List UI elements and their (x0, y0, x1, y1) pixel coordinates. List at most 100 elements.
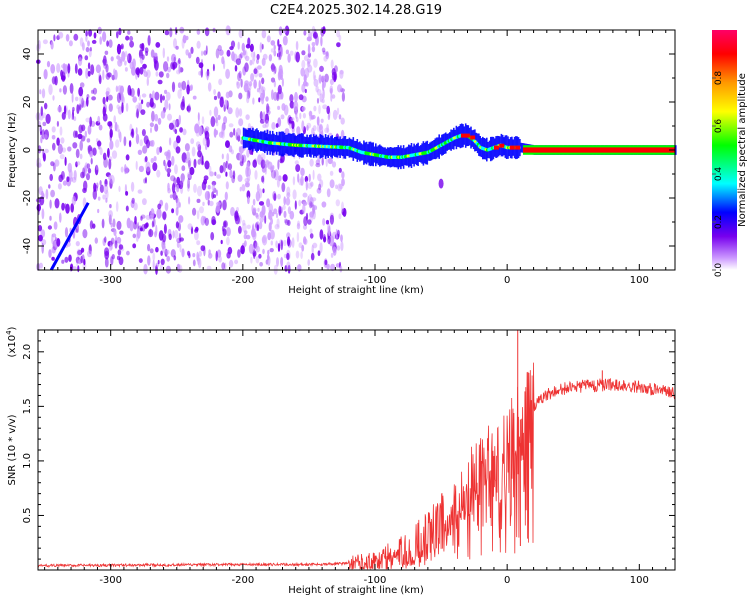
noise-mark (296, 126, 301, 135)
noise-mark (76, 256, 79, 267)
noise-mark (311, 127, 315, 136)
noise-mark (301, 244, 305, 252)
noise-mark (67, 109, 71, 120)
noise-mark (74, 63, 78, 74)
noise-mark (322, 104, 328, 110)
noise-mark (289, 94, 294, 103)
noise-mark (312, 242, 318, 249)
noise-mark (164, 163, 167, 171)
noise-mark (256, 53, 260, 60)
noise-mark (274, 224, 280, 230)
noise-mark (217, 45, 222, 52)
noise-mark (88, 29, 93, 37)
noise-mark (319, 93, 324, 103)
noise-mark (141, 42, 145, 52)
noise-mark (61, 259, 65, 264)
noise-mark (42, 134, 48, 140)
noise-mark (242, 222, 247, 233)
noise-mark (246, 90, 251, 100)
noise-mark (320, 36, 323, 47)
noise-mark (204, 217, 209, 226)
noise-mark (245, 114, 250, 120)
noise-mark (150, 208, 155, 219)
noise-mark (238, 108, 243, 117)
noise-mark (294, 160, 299, 165)
noise-mark (70, 113, 73, 120)
noise-mark (179, 243, 182, 253)
noise-mark (257, 207, 260, 212)
noise-mark (251, 246, 256, 253)
noise-mark (307, 219, 312, 225)
noise-mark (251, 57, 255, 65)
snr-xlabel: Height of straight line (km) (288, 585, 424, 596)
noise-mark (275, 240, 278, 248)
noise-mark (169, 194, 173, 199)
noise-mark (255, 191, 261, 202)
noise-mark (85, 46, 90, 53)
noise-mark (51, 233, 54, 245)
noise-mark (171, 183, 176, 194)
noise-mark (305, 180, 308, 191)
noise-mark (142, 63, 147, 69)
noise-mark (62, 85, 67, 95)
noise-mark (90, 89, 95, 94)
noise-mark (326, 123, 329, 133)
noise-mark (228, 123, 234, 128)
noise-mark (174, 164, 178, 175)
noise-mark (215, 250, 218, 262)
noise-mark (61, 111, 66, 120)
noise-mark (249, 43, 254, 53)
noise-mark (67, 66, 70, 71)
noise-mark (286, 252, 290, 260)
noise-mark (308, 110, 313, 117)
noise-mark (319, 242, 323, 254)
noise-mark (152, 259, 155, 270)
noise-mark (270, 63, 275, 72)
signal-hot (464, 133, 470, 138)
noise-mark (304, 67, 310, 79)
noise-mark (51, 126, 56, 133)
noise-mark (200, 50, 204, 57)
noise-mark (96, 140, 102, 147)
noise-mark (210, 232, 215, 241)
noise-mark (185, 158, 189, 164)
noise-mark (247, 37, 251, 46)
noise-mark (231, 175, 236, 184)
noise-mark (277, 39, 280, 47)
snr-series-line (37, 362, 676, 571)
noise-mark (277, 84, 282, 95)
noise-mark (167, 172, 171, 177)
snr-ytick-label: 0.5 (22, 508, 33, 524)
noise-mark (244, 62, 249, 73)
noise-mark (328, 225, 331, 237)
noise-mark (208, 249, 211, 256)
noise-mark (87, 70, 91, 77)
noise-mark (103, 183, 109, 195)
noise-mark (242, 219, 246, 226)
noise-mark (313, 79, 319, 87)
noise-mark (109, 255, 113, 266)
noise-mark (201, 160, 204, 166)
noise-mark (327, 157, 333, 165)
noise-mark (334, 71, 338, 81)
noise-mark (222, 199, 227, 211)
noise-mark (85, 34, 88, 42)
noise-mark (178, 180, 184, 190)
noise-mark (151, 220, 154, 228)
noise-mark (202, 201, 205, 206)
spectrogram-ylabel: Frequency (Hz) (7, 112, 18, 188)
noise-mark (186, 105, 191, 112)
noise-mark (59, 212, 62, 223)
noise-mark (143, 71, 148, 77)
noise-mark (97, 208, 100, 214)
spectrogram-ytick-label: -20 (22, 190, 33, 206)
noise-mark (107, 121, 113, 127)
noise-mark (314, 74, 317, 81)
noise-mark (129, 35, 134, 42)
noise-mark (326, 188, 331, 198)
noise-mark (152, 217, 156, 227)
noise-mark (257, 65, 262, 70)
noise-mark (129, 40, 135, 48)
noise-mark (270, 48, 275, 53)
noise-mark (338, 34, 342, 42)
